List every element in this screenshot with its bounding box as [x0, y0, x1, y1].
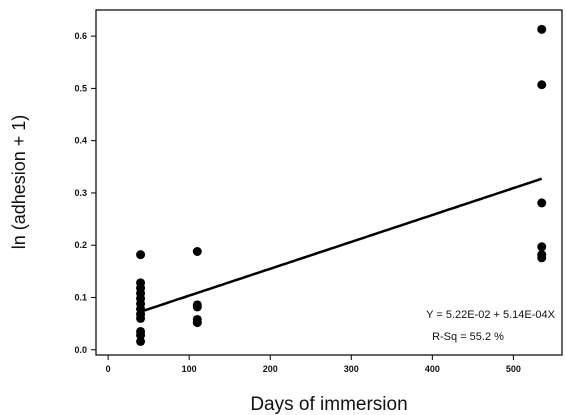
x-tick-label: 0	[106, 364, 111, 374]
data-point	[136, 336, 146, 346]
y-tick-label: 0.6	[74, 31, 87, 41]
data-point	[192, 302, 202, 312]
r-squared-label: R-Sq = 55.2 %	[432, 331, 504, 343]
plot-frame	[95, 9, 563, 356]
x-tick-label: 500	[506, 364, 521, 374]
x-tick-label: 400	[425, 364, 440, 374]
data-point	[136, 313, 146, 323]
y-tick-label: 0.2	[74, 240, 87, 250]
y-tick-label: 0.0	[74, 345, 87, 355]
x-axis-ticks: 0 100 200 300 400 500	[106, 355, 521, 374]
data-point	[537, 80, 547, 90]
x-tick-label: 300	[344, 364, 359, 374]
y-axis-title: ln (adhesion + 1)	[9, 115, 29, 250]
y-tick-label: 0.4	[74, 136, 87, 146]
y-tick-label: 0.5	[74, 83, 87, 93]
x-tick-label: 100	[182, 364, 197, 374]
data-point	[537, 253, 547, 263]
x-axis-title: Days of immersion	[250, 394, 407, 415]
y-tick-label: 0.3	[74, 188, 87, 198]
y-axis-ticks: 0.0 0.1 0.2 0.3 0.4 0.5 0.6	[74, 31, 96, 355]
data-point	[537, 242, 547, 252]
regression-equation: Y = 5.22E-02 + 5.14E-04X	[426, 309, 555, 321]
x-tick-label: 200	[263, 364, 278, 374]
y-tick-label: 0.1	[74, 293, 87, 303]
data-point	[192, 247, 202, 256]
data-point	[192, 318, 202, 328]
data-point	[537, 198, 547, 208]
data-points	[136, 24, 547, 346]
data-point	[537, 24, 547, 34]
regression-line	[140, 177, 543, 313]
data-point	[136, 250, 146, 260]
data-point	[136, 330, 146, 340]
